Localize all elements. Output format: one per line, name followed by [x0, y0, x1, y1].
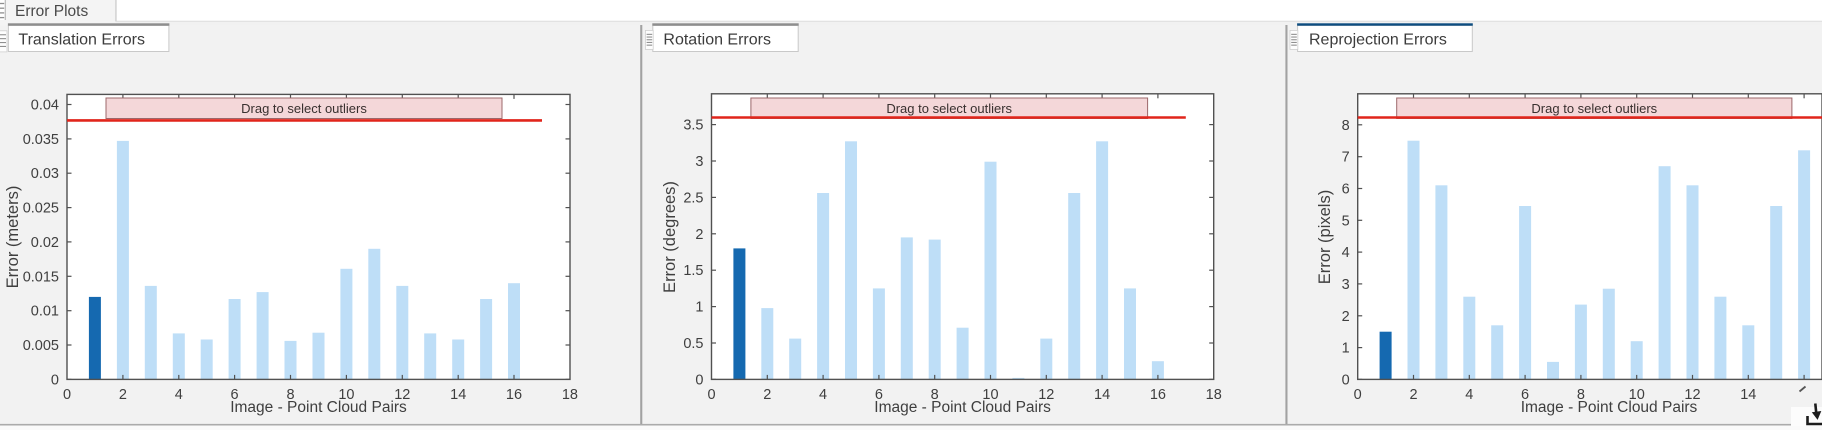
svg-text:18: 18 [562, 387, 578, 403]
svg-text:Error (degrees): Error (degrees) [661, 181, 679, 293]
svg-text:Image - Point Cloud Pairs: Image - Point Cloud Pairs [874, 399, 1051, 416]
svg-text:14: 14 [1740, 387, 1756, 403]
svg-text:2: 2 [1409, 387, 1417, 403]
svg-text:4: 4 [1465, 387, 1473, 403]
svg-text:4: 4 [175, 387, 183, 403]
svg-text:0: 0 [1354, 387, 1362, 403]
svg-text:0.01: 0.01 [31, 304, 59, 320]
svg-text:Image - Point Cloud Pairs: Image - Point Cloud Pairs [1521, 399, 1698, 416]
svg-text:5: 5 [1342, 213, 1350, 229]
svg-text:1: 1 [695, 300, 703, 316]
svg-text:0.015: 0.015 [23, 269, 59, 285]
svg-text:12: 12 [394, 387, 410, 403]
svg-text:2: 2 [119, 387, 127, 403]
svg-text:Reprojection Errors: Reprojection Errors [1309, 32, 1447, 49]
svg-text:2: 2 [695, 227, 703, 243]
svg-text:Drag to select outliers: Drag to select outliers [1531, 101, 1657, 116]
svg-text:0: 0 [51, 372, 59, 388]
svg-text:0.035: 0.035 [23, 132, 59, 148]
svg-text:6: 6 [231, 387, 239, 403]
svg-text:Error (meters): Error (meters) [4, 186, 22, 289]
svg-text:Error Plots: Error Plots [15, 3, 88, 20]
svg-text:Image - Point Cloud Pairs: Image - Point Cloud Pairs [230, 399, 407, 416]
svg-text:0.005: 0.005 [23, 338, 59, 354]
svg-text:0.02: 0.02 [31, 235, 59, 251]
svg-text:8: 8 [286, 387, 294, 403]
svg-text:16: 16 [1150, 387, 1166, 403]
svg-text:0.03: 0.03 [31, 166, 59, 182]
svg-text:12: 12 [1038, 387, 1054, 403]
svg-text:7: 7 [1342, 150, 1350, 166]
svg-text:12: 12 [1684, 387, 1700, 403]
svg-text:0.04: 0.04 [31, 98, 59, 114]
svg-text:14: 14 [450, 387, 466, 403]
svg-text:6: 6 [1521, 387, 1529, 403]
svg-text:3: 3 [695, 154, 703, 170]
svg-text:2.5: 2.5 [683, 190, 703, 206]
svg-text:3.5: 3.5 [683, 118, 703, 134]
svg-text:Drag to select outliers: Drag to select outliers [241, 101, 367, 116]
svg-text:8: 8 [1577, 387, 1585, 403]
svg-text:Rotation Errors: Rotation Errors [663, 32, 771, 49]
svg-text:0: 0 [1342, 372, 1350, 388]
svg-text:6: 6 [1342, 182, 1350, 198]
svg-text:18: 18 [1206, 387, 1222, 403]
svg-text:0: 0 [63, 387, 71, 403]
svg-text:10: 10 [338, 387, 354, 403]
svg-text:8: 8 [1342, 118, 1350, 134]
svg-text:1: 1 [1342, 341, 1350, 357]
svg-text:Translation Errors: Translation Errors [18, 32, 145, 49]
svg-text:1.5: 1.5 [683, 263, 703, 279]
svg-text:6: 6 [875, 387, 883, 403]
svg-text:Drag to select outliers: Drag to select outliers [886, 101, 1012, 116]
svg-text:Error (pixels): Error (pixels) [1316, 190, 1334, 284]
svg-text:3: 3 [1342, 277, 1350, 293]
svg-text:0.025: 0.025 [23, 201, 59, 217]
svg-text:14: 14 [1094, 387, 1110, 403]
svg-text:10: 10 [1629, 387, 1645, 403]
svg-text:16: 16 [506, 387, 522, 403]
svg-text:0.5: 0.5 [683, 336, 703, 352]
svg-text:4: 4 [1342, 245, 1350, 261]
svg-text:0: 0 [707, 387, 715, 403]
svg-text:4: 4 [819, 387, 827, 403]
svg-text:10: 10 [982, 387, 998, 403]
svg-text:0: 0 [695, 372, 703, 388]
svg-text:8: 8 [931, 387, 939, 403]
svg-text:2: 2 [1342, 309, 1350, 325]
svg-text:2: 2 [763, 387, 771, 403]
